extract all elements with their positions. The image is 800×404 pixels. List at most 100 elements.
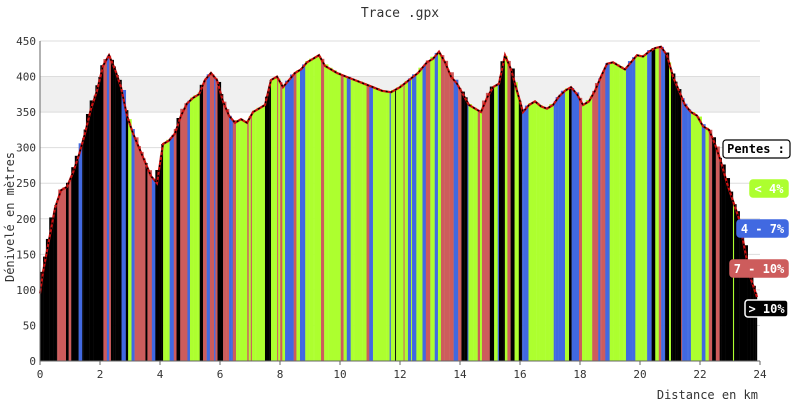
slope-strip xyxy=(103,59,108,361)
slope-strip xyxy=(247,119,249,361)
slope-strip xyxy=(459,88,462,361)
slope-strip xyxy=(407,78,412,362)
slope-strip xyxy=(582,103,586,361)
slope-strip xyxy=(532,102,537,361)
slope-strip xyxy=(332,70,337,362)
x-tick-label: 10 xyxy=(333,368,346,381)
slope-strip xyxy=(444,60,449,362)
slope-strip xyxy=(366,84,370,362)
slope-strip xyxy=(619,66,624,361)
slope-strip xyxy=(624,68,627,361)
slope-strip xyxy=(500,61,504,361)
slope-strip xyxy=(214,76,216,361)
slope-strip xyxy=(131,129,135,361)
slope-strip xyxy=(293,72,297,361)
slope-strip xyxy=(261,105,266,362)
slope-strip xyxy=(688,109,692,362)
slope-strip xyxy=(647,50,652,362)
slope-strip xyxy=(62,187,67,361)
slope-strip xyxy=(113,66,116,362)
slope-strip xyxy=(575,92,580,362)
slope-strip xyxy=(151,177,154,361)
x-tick-label: 0 xyxy=(37,368,44,381)
slope-strip xyxy=(159,164,161,361)
slope-strip xyxy=(345,76,347,362)
x-tick-label: 2 xyxy=(97,368,104,381)
slope-strip xyxy=(453,79,459,361)
slope-strip xyxy=(176,117,181,362)
slope-strip xyxy=(518,97,521,361)
slope-strip xyxy=(555,97,559,362)
slope-strip xyxy=(328,67,333,361)
slope-strip xyxy=(471,106,474,361)
slope-strip xyxy=(625,65,629,361)
slope-strip xyxy=(542,106,546,361)
slope-strip xyxy=(715,146,720,361)
y-tick-label: 100 xyxy=(16,284,36,297)
slope-strip xyxy=(82,138,84,361)
slope-strip xyxy=(739,222,745,361)
slope-strip xyxy=(277,76,279,361)
slope-strip xyxy=(161,144,164,361)
slope-strip xyxy=(314,56,318,361)
slope-strip xyxy=(336,72,341,362)
slope-strip xyxy=(206,74,211,362)
slope-strip xyxy=(372,86,374,362)
slope-strip xyxy=(163,142,167,361)
slope-strip xyxy=(485,92,491,361)
slope-strip xyxy=(125,110,129,361)
slope-strip xyxy=(278,78,281,361)
slope-strip xyxy=(45,238,50,361)
slope-strip xyxy=(569,87,572,361)
y-tick-label: 50 xyxy=(23,319,36,332)
slope-strip xyxy=(116,75,119,361)
x-tick-label: 12 xyxy=(393,368,406,381)
legend-item: 4 - 7% xyxy=(736,219,789,238)
legend-item: < 4% xyxy=(749,179,789,198)
slope-strip xyxy=(43,256,47,361)
slope-strip xyxy=(260,106,263,361)
slope-strip xyxy=(642,54,646,362)
x-tick-label: 14 xyxy=(453,368,467,381)
slope-strip xyxy=(85,113,90,361)
slope-strip xyxy=(585,99,591,361)
slope-strip xyxy=(558,94,562,361)
slope-strip xyxy=(226,109,230,361)
slope-strip xyxy=(589,95,593,361)
slope-strip xyxy=(411,77,413,361)
slope-strip xyxy=(440,55,445,362)
legend-label: 7 - 10% xyxy=(734,262,785,276)
slope-strip xyxy=(305,61,310,362)
slope-strip xyxy=(750,274,754,361)
slope-strip xyxy=(477,110,481,361)
slope-strip xyxy=(404,80,409,361)
slope-strip xyxy=(613,62,617,361)
slope-strip xyxy=(616,64,620,361)
slope-strip xyxy=(461,91,465,362)
slope-strip xyxy=(280,82,283,361)
slope-strip xyxy=(354,80,359,361)
slope-strip xyxy=(180,108,185,361)
slope-strip xyxy=(467,102,469,362)
slope-strip xyxy=(232,120,237,362)
slope-strip xyxy=(514,82,518,361)
slope-strip xyxy=(422,66,424,361)
slope-strip xyxy=(74,155,79,361)
slope-strip xyxy=(687,107,689,361)
slope-strip xyxy=(658,46,662,361)
slope-strip xyxy=(594,83,599,362)
slope-strip xyxy=(464,97,468,361)
slope-strip xyxy=(275,76,278,361)
profile-outline-dots xyxy=(39,45,758,298)
slope-strip xyxy=(204,78,207,362)
slope-strip xyxy=(507,60,511,362)
slope-strip xyxy=(701,124,706,361)
slope-strip xyxy=(458,85,460,362)
slope-strip xyxy=(635,55,640,362)
slope-strip xyxy=(269,80,272,361)
slope-strip xyxy=(473,107,477,361)
slope-strip xyxy=(395,89,397,362)
slope-strip xyxy=(677,86,679,361)
slope-strip xyxy=(299,68,303,361)
